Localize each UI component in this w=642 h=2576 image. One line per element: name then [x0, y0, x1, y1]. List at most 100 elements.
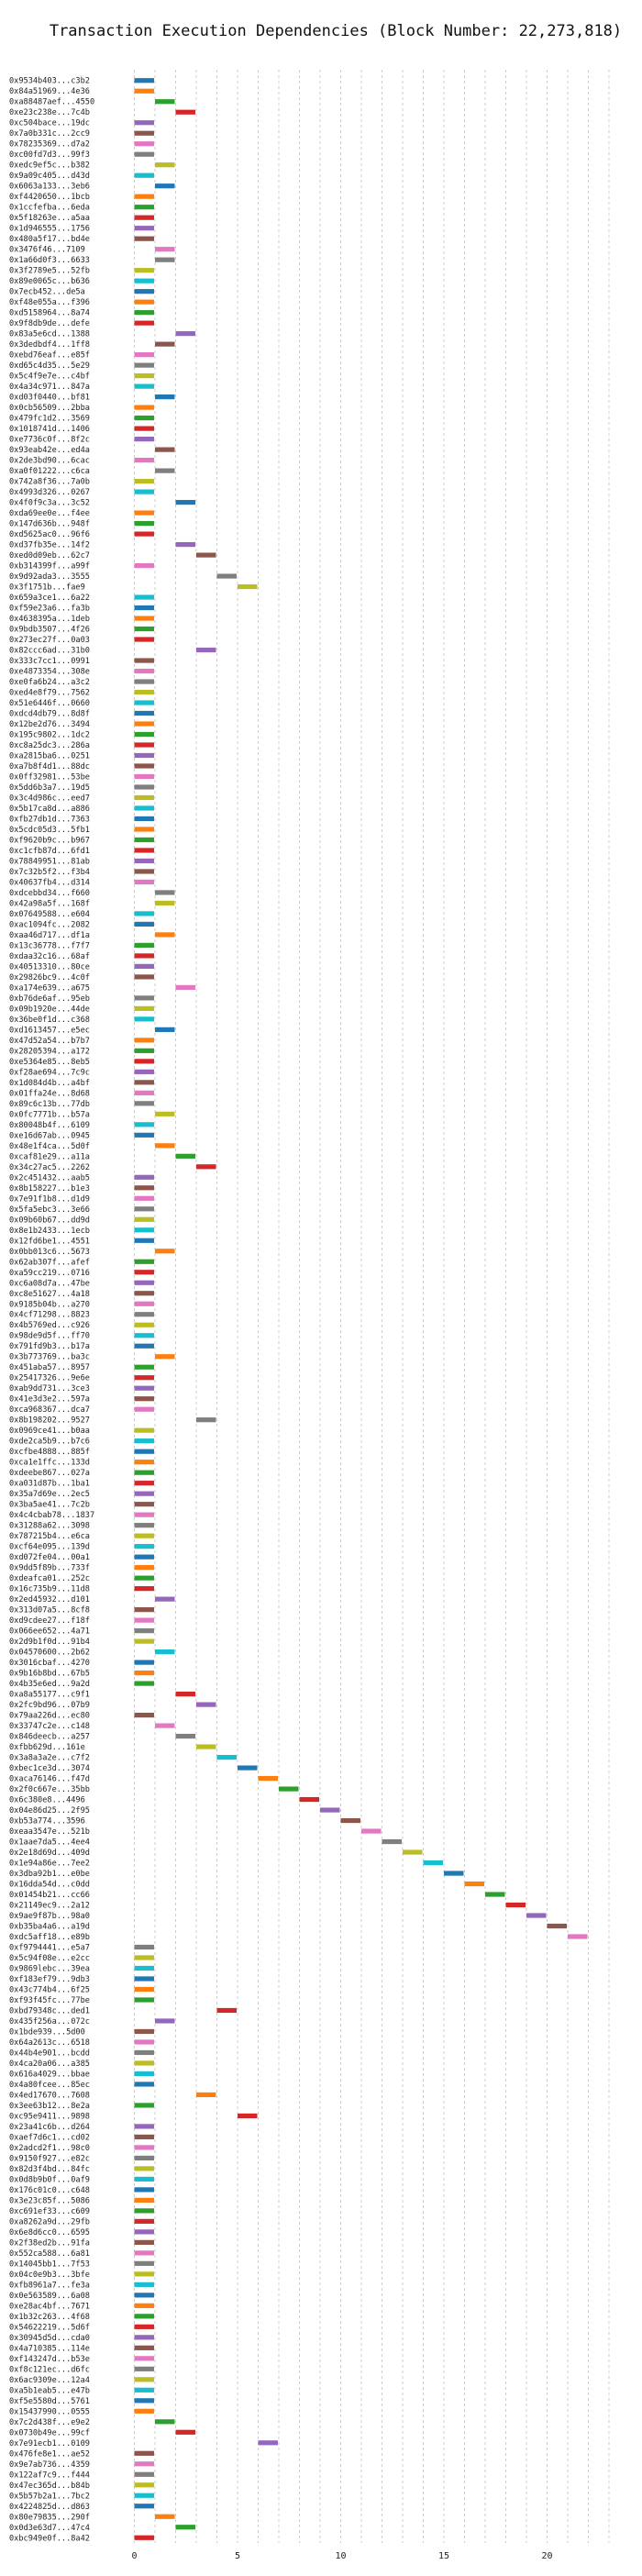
y-tick-label: 0xe5364e85...8eb5: [9, 1058, 90, 1067]
bar: [134, 1512, 154, 1517]
y-tick-label: 0xcf64e095...139d: [9, 1543, 90, 1552]
bar: [134, 1080, 154, 1085]
bar: [134, 1038, 154, 1043]
bar: [134, 742, 154, 748]
y-tick-label: 0x79aa226d...ec80: [9, 1712, 90, 1721]
y-tick-label: 0xca1e1ffc...133d: [9, 1459, 90, 1468]
bar: [134, 510, 154, 516]
y-tick-label: 0x09b1920e...44de: [9, 1005, 90, 1014]
y-tick-label: 0xa0f01222...c6ca: [9, 467, 90, 476]
bar: [134, 995, 154, 1001]
bar: [134, 2282, 154, 2287]
y-tick-label: 0x04c0e9b3...3bfe: [9, 2271, 90, 2280]
y-tick-label: 0x64a2613c...6518: [9, 2038, 90, 2048]
y-tick-label: 0x195c9802...1dc2: [9, 730, 90, 739]
bar: [134, 215, 154, 220]
bar: [134, 1005, 154, 1011]
y-tick-label: 0x9b16b8bd...67b5: [9, 1670, 90, 1679]
y-tick-label: 0x3c4d986c...eed7: [9, 794, 90, 803]
bar: [134, 1671, 154, 1676]
y-tick-label: 0x3a8a3a2e...c7f2: [9, 1754, 90, 1763]
y-tick-label: 0x3b773769...ba3c: [9, 1353, 90, 1362]
y-tick-label: 0x3f1751b...fae9: [9, 583, 85, 593]
bar: [134, 1997, 154, 2003]
y-tick-label: 0x41e3d3e2...597a: [9, 1395, 90, 1405]
bar: [134, 2387, 154, 2393]
y-tick-label: 0x16c735b9...11d8: [9, 1585, 90, 1594]
y-tick-label: 0x3016cbaf...4270: [9, 1659, 90, 1668]
bar: [134, 1259, 154, 1264]
bar: [279, 1786, 299, 1792]
x-tick-label: 15: [438, 2551, 449, 2561]
bar: [196, 1417, 216, 1423]
bar: [175, 2525, 195, 2530]
bar: [134, 1617, 154, 1623]
y-tick-label: 0xfb8961a7...fe3a: [9, 2281, 90, 2290]
bar: [134, 1586, 154, 1592]
y-tick-label: 0x1aae7da5...4ee4: [9, 1838, 90, 1848]
y-tick-label: 0x8b198202...9527: [9, 1416, 90, 1426]
bar: [134, 2366, 154, 2371]
bar: [134, 2293, 154, 2298]
y-tick-label: 0x2c451432...aab5: [9, 1173, 90, 1183]
bar: [568, 1934, 588, 1939]
bar: [340, 1817, 360, 1824]
bar: [423, 1860, 443, 1866]
y-tick-label: 0xc00fd7d3...99f3: [9, 150, 90, 160]
bar: [134, 2082, 154, 2087]
y-tick-label: 0xaef7d6c1...cd02: [9, 2133, 90, 2142]
bar: [382, 1838, 402, 1845]
bar: [134, 1965, 154, 1971]
bar: [464, 1881, 484, 1887]
bar: [134, 974, 154, 980]
y-tick-label: 0x09b60b67...dd9d: [9, 1216, 90, 1225]
bar: [134, 2208, 154, 2214]
bar: [134, 2039, 154, 2045]
y-tick-label: 0x78235369...d7a2: [9, 140, 90, 150]
bar: [134, 2049, 154, 2056]
y-tick-label: 0xc1cfb87d...6fd1: [9, 847, 90, 856]
y-tick-label: 0x14045bb1...7f53: [9, 2260, 90, 2269]
y-tick-label: 0x89c6c13b...77db: [9, 1100, 90, 1109]
y-tick-label: 0x2d9b1f0d...91b4: [9, 1638, 90, 1647]
y-tick-label: 0x23a41c6b...d264: [9, 2123, 90, 2132]
y-tick-label: 0x9f8db9de...defe: [9, 319, 90, 328]
bar: [155, 341, 175, 347]
y-tick-label: 0x5f18263e...a5aa: [9, 214, 90, 223]
bar: [547, 1923, 567, 1929]
y-tick-label: 0xa031d87b...1ba1: [9, 1480, 90, 1489]
y-tick-label: 0x7c32b5f2...f3b4: [9, 868, 90, 877]
bar: [134, 236, 154, 241]
bar: [134, 1638, 154, 1644]
y-tick-label: 0xdcebbd34...f660: [9, 889, 90, 898]
y-tick-label: 0xf5e5580d...5761: [9, 2397, 90, 2406]
bar: [134, 562, 154, 569]
y-tick-label: 0xd072fe04...00a1: [9, 1553, 90, 1562]
bar: [155, 932, 175, 938]
bar: [134, 141, 154, 147]
bar: [134, 1502, 154, 1507]
y-tick-label: 0x4ed17670...7608: [9, 2091, 90, 2100]
bar: [238, 1765, 258, 1771]
bar: [134, 2166, 154, 2171]
y-tick-label: 0x4b5769ed...c926: [9, 1321, 90, 1330]
y-tick-label: 0xe28ac4bf...7671: [9, 2302, 90, 2311]
y-tick-label: 0x78849951...81ab: [9, 857, 90, 866]
y-tick-label: 0x47ec365d...b84b: [9, 2482, 90, 2491]
bar: [134, 1385, 154, 1391]
y-tick-label: 0x84a51969...4e36: [9, 87, 90, 96]
y-tick-label: 0xe7736c0f...8f2c: [9, 436, 90, 445]
y-tick-label: 0x5b17ca8d...a886: [9, 805, 90, 814]
bar: [134, 2176, 154, 2182]
y-tick-label: 0x659a3ce1...6a22: [9, 594, 90, 603]
bar: [134, 794, 154, 801]
y-tick-label: 0xd03f0440...bf81: [9, 394, 90, 403]
bar: [134, 2271, 154, 2277]
y-tick-label: 0xc8a25dc3...286a: [9, 741, 90, 750]
y-tick-label: 0x787215b4...e6ca: [9, 1532, 90, 1541]
y-tick-label: 0xcfbe4888...885f: [9, 1448, 90, 1457]
bar: [155, 1027, 175, 1032]
bar: [134, 1291, 154, 1296]
bars-layer: [134, 78, 588, 2540]
